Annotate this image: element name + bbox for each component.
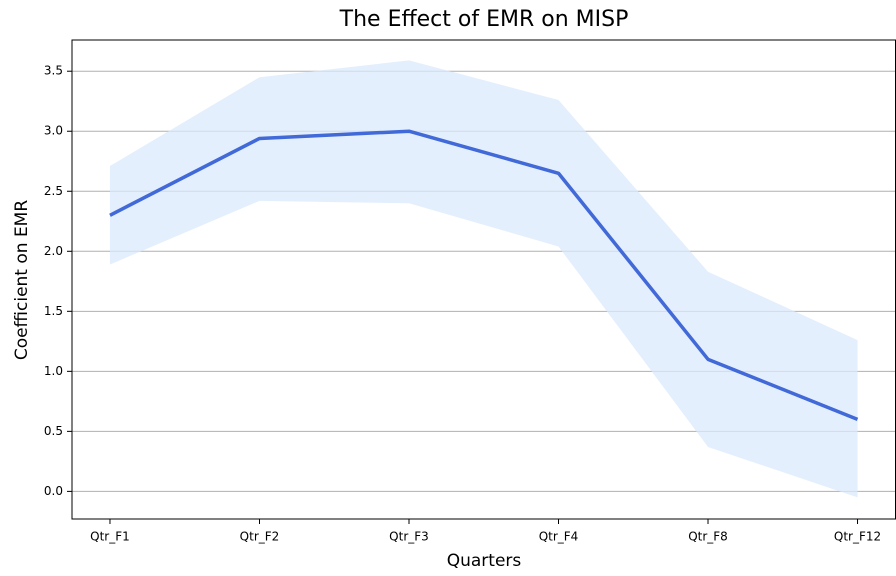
x-tick-label: Qtr_F12 (834, 530, 881, 544)
chart-title: The Effect of EMR on MISP (339, 7, 629, 32)
y-tick-label: 0.0 (44, 484, 63, 498)
y-tick-label: 3.5 (44, 64, 63, 78)
y-axis-label: Coefficient on EMR (12, 200, 32, 361)
y-tick-label: 1.0 (44, 364, 63, 378)
x-tick-label: Qtr_F1 (90, 530, 130, 544)
y-tick-label: 2.5 (44, 184, 63, 198)
y-tick-label: 0.5 (44, 424, 63, 438)
x-tick-label: Qtr_F4 (539, 530, 579, 544)
y-tick-label: 2.0 (44, 244, 63, 258)
y-tick-label: 3.0 (44, 124, 63, 138)
y-tick-label: 1.5 (44, 304, 63, 318)
x-tick-label: Qtr_F2 (240, 530, 280, 544)
line (109, 129, 859, 421)
x-axis-label: Quarters (447, 551, 522, 571)
x-tick-label: Qtr_F8 (688, 530, 728, 544)
confidence-band (109, 60, 858, 498)
x-tick-label: Qtr_F3 (389, 530, 429, 544)
